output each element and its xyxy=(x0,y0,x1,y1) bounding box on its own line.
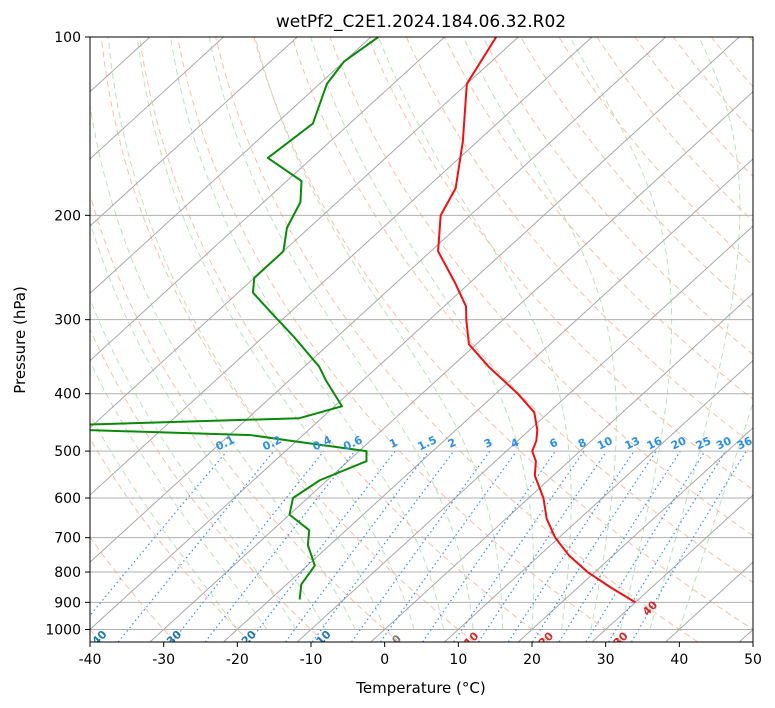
moist-adiabat xyxy=(310,37,535,630)
isotherm-line xyxy=(517,427,753,642)
x-tick-label: -20 xyxy=(226,652,249,668)
y-tick-label: 400 xyxy=(54,387,81,403)
dry-adiabat xyxy=(291,37,753,583)
dry-adiabat xyxy=(100,37,475,642)
dry-adiabat xyxy=(177,37,624,642)
x-tick-label: -30 xyxy=(152,652,175,668)
x-tick-label: -10 xyxy=(300,652,323,668)
moist-adiabat xyxy=(678,401,753,630)
mixing-ratio-label: 36 xyxy=(735,434,755,452)
isotherm-line xyxy=(90,37,666,563)
gridlines xyxy=(90,37,753,642)
y-tick-label: 700 xyxy=(54,531,81,547)
y-tick-label: 500 xyxy=(54,444,81,460)
mixing-ratio-line xyxy=(532,451,657,642)
moist-adiabat xyxy=(208,37,474,630)
isotherm-line xyxy=(591,494,753,642)
moist-adiabat xyxy=(254,37,504,630)
isotherm-line xyxy=(90,37,593,496)
chart-title: wetPf2_C2E1.2024.184.06.32.R02 xyxy=(276,12,566,32)
isotherm-line xyxy=(296,225,753,642)
dry-adiabat-label: 0 xyxy=(389,632,404,647)
isotherm-line xyxy=(90,37,445,362)
isotherm-line xyxy=(444,359,753,642)
x-tick-label: 0 xyxy=(380,652,389,668)
mixing-ratio-line xyxy=(171,451,324,642)
dry-adiabat xyxy=(329,37,753,537)
isotherm-line xyxy=(370,292,753,642)
isotherm-line xyxy=(90,37,372,295)
y-tick-label: 800 xyxy=(54,565,81,581)
x-tick-label: 30 xyxy=(597,652,615,668)
mixing-ratio-line xyxy=(90,451,228,617)
x-tick-label: -40 xyxy=(79,652,102,668)
y-axis-label: Pressure (hPa) xyxy=(11,286,29,394)
dry-adiabat xyxy=(482,37,753,356)
moist-adiabat xyxy=(90,102,356,630)
x-tick-label: 50 xyxy=(744,652,762,668)
y-tick-label: 200 xyxy=(54,208,81,224)
y-tick-label: 100 xyxy=(54,30,81,46)
moist-adiabat xyxy=(649,37,741,630)
mixing-ratio-line xyxy=(585,451,706,642)
dry-adiabat xyxy=(90,328,325,642)
dry-adiabat xyxy=(596,37,753,222)
dry-adiabat xyxy=(139,37,549,642)
mixing-ratio-line xyxy=(351,451,491,642)
x-axis-label: Temperature (°C) xyxy=(355,679,485,697)
dry-adiabat xyxy=(215,37,699,642)
y-tick-label: 600 xyxy=(54,491,81,507)
y-tick-label: 1000 xyxy=(45,622,81,638)
mixing-ratio-line xyxy=(630,451,747,642)
mixing-ratio-label: 20 xyxy=(669,434,689,452)
mixing-ratio-label: 10 xyxy=(595,434,615,452)
mixing-ratio-label: 25 xyxy=(694,434,713,452)
dry-adiabat xyxy=(90,437,251,642)
isotherm-line xyxy=(223,158,753,642)
moist-adiabat xyxy=(107,37,386,630)
mixing-ratio-line xyxy=(558,451,681,642)
isotherm-line xyxy=(90,37,519,429)
isotherm-line xyxy=(149,90,753,642)
mixing-ratio-line xyxy=(117,451,274,642)
temperature-line xyxy=(437,37,636,604)
dry-adiabat xyxy=(367,37,753,491)
mixing-ratio-line xyxy=(284,451,430,642)
x-tick-label: 20 xyxy=(523,652,541,668)
mixing-ratio-lines xyxy=(90,451,747,642)
isotherm-line xyxy=(90,37,224,160)
dry-adiabat xyxy=(90,536,176,642)
dry-adiabat xyxy=(253,37,753,631)
moist-adiabat xyxy=(462,37,617,630)
axes: -40 -30 -20 -10 0 10 20 30 40 5010020030040050060… xyxy=(45,30,762,668)
mixing-ratio-label: 30 xyxy=(714,434,734,452)
dry-adiabats xyxy=(90,37,753,642)
x-tick-label: 10 xyxy=(449,652,467,668)
dry-adiabat xyxy=(405,37,753,445)
moist-adiabat xyxy=(136,37,415,630)
isotherm-line xyxy=(90,37,740,631)
isotherm-line xyxy=(90,37,298,227)
moist-adiabat xyxy=(170,37,445,630)
x-tick-label: 40 xyxy=(670,652,688,668)
dewpoint-line xyxy=(90,37,379,600)
y-tick-label: 900 xyxy=(54,595,81,611)
mixing-ratio-label: 16 xyxy=(645,434,665,452)
mixing-ratio-line xyxy=(608,451,726,642)
y-tick-label: 300 xyxy=(54,313,81,329)
moist-adiabat xyxy=(90,298,297,630)
mixing-ratio-label: 13 xyxy=(623,434,642,452)
plot-frame xyxy=(89,36,754,643)
mixing-ratio-line xyxy=(311,451,454,642)
mixing-ratio-line xyxy=(507,451,635,642)
sounding-series xyxy=(90,37,636,604)
plot-area: -100-90-80-70-60-50-40-30-20-10010203040… xyxy=(90,37,755,647)
mixing-ratio-line xyxy=(379,451,517,642)
moist-adiabat xyxy=(90,414,238,630)
moist-adiabat xyxy=(569,37,673,630)
moist-adiabat xyxy=(90,360,268,630)
